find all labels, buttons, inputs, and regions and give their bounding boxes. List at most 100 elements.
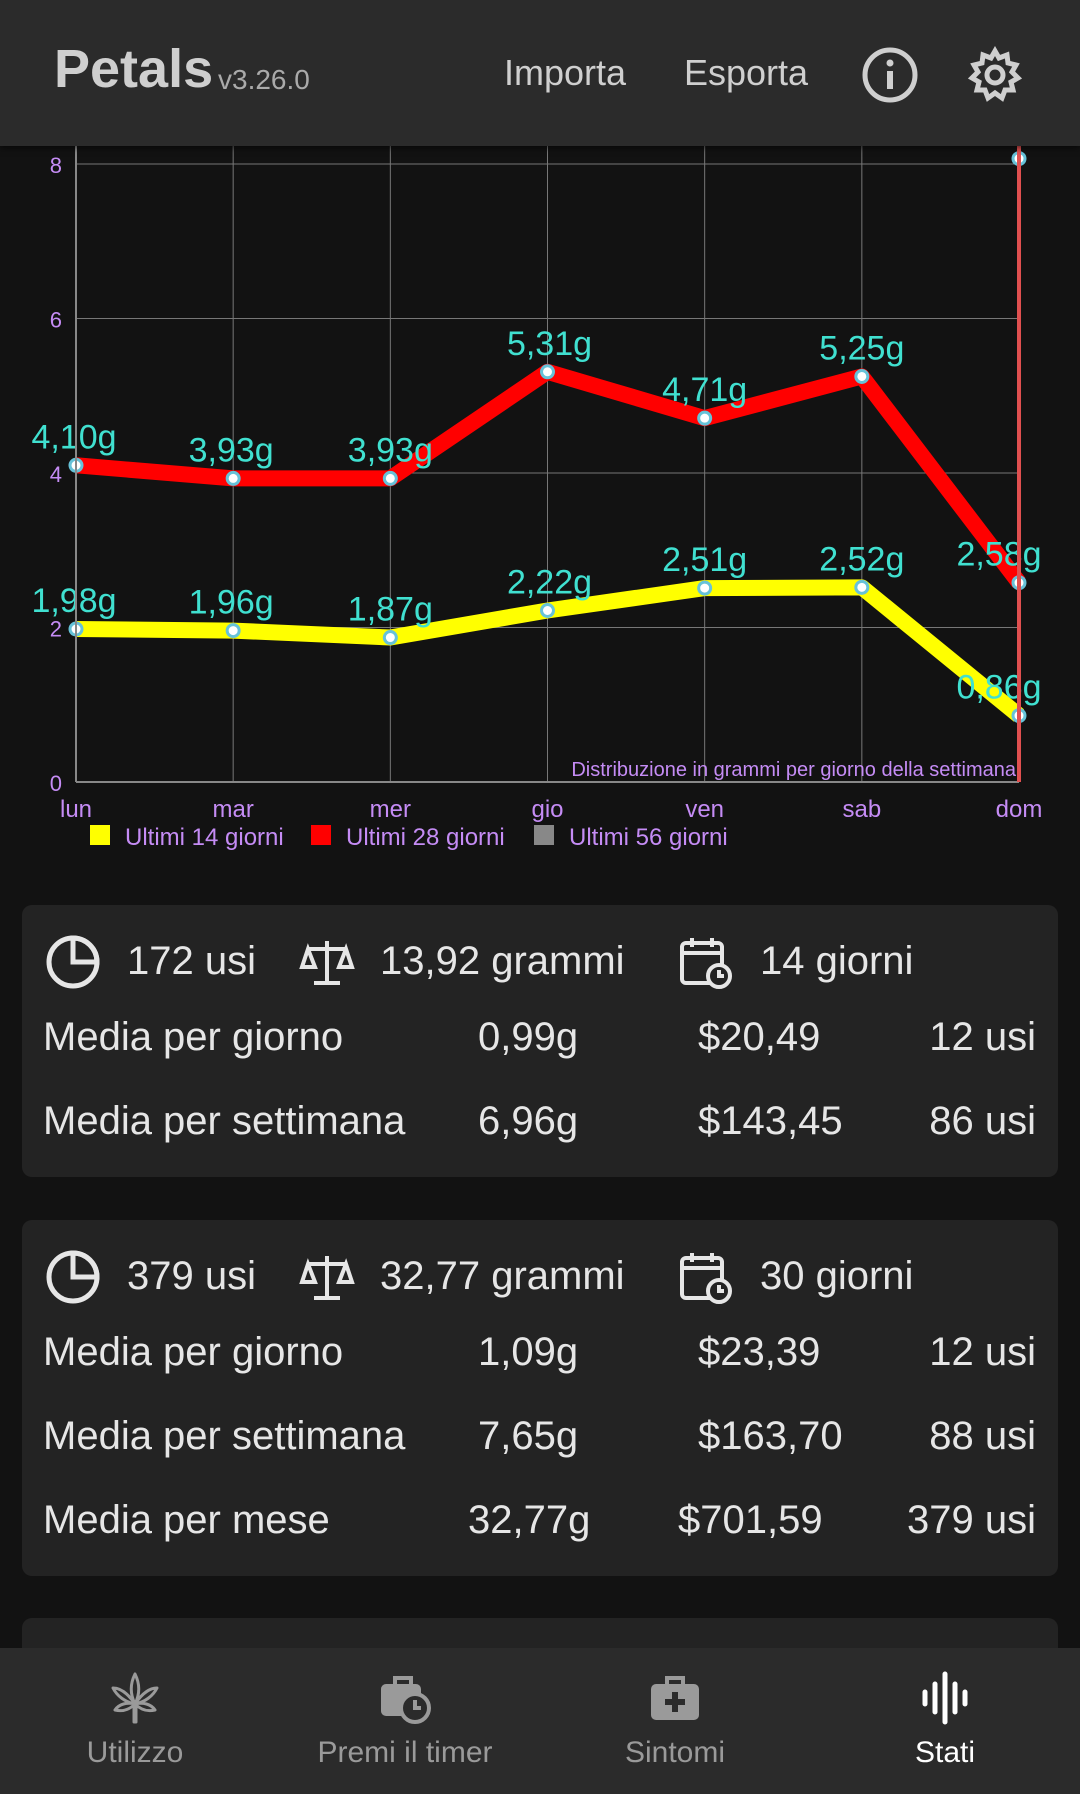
y-tick-label: 8 — [50, 153, 62, 178]
row-grams: 1,09g — [478, 1330, 579, 1374]
data-label: 2,51g — [662, 541, 747, 579]
y-tick-label: 6 — [50, 308, 62, 333]
x-tick-label: dom — [996, 796, 1043, 823]
scale-icon — [299, 1256, 355, 1300]
nav-item-premi-il-timer[interactable]: Premi il timer — [270, 1648, 540, 1794]
chart-annotation: Distribuzione in grammi per giorno della… — [571, 759, 1017, 781]
legend-label: Ultimi 14 giorni — [125, 824, 284, 851]
row-label: Media per giorno — [43, 1330, 344, 1374]
medkit-icon — [651, 1676, 699, 1720]
legend-swatch — [90, 825, 110, 845]
y-tick-label: 0 — [50, 771, 62, 796]
x-tick-label: mer — [370, 796, 411, 823]
nav-item-sintomi[interactable]: Sintomi — [540, 1648, 810, 1794]
data-label: 2,58g — [956, 536, 1041, 574]
stats-row: Media per settimana 6,96g $143,45 86 usi — [22, 1093, 1058, 1153]
app-header: Petals v3.26.0 Importa Esporta — [0, 0, 1080, 146]
bottom-navigation: Utilizzo Premi il timer Sintomi Stati — [0, 1648, 1080, 1794]
calendar-clock-icon — [680, 1253, 732, 1304]
uses-count: 379 usi — [127, 1254, 256, 1298]
nav-item-stati[interactable]: Stati — [810, 1648, 1080, 1794]
row-label: Media per giorno — [43, 1015, 344, 1059]
info-icon[interactable] — [861, 46, 919, 104]
row-grams: 32,77g — [468, 1498, 591, 1542]
data-point — [225, 470, 241, 486]
data-label: 0,86g — [956, 669, 1041, 707]
nav-item-utilizzo[interactable]: Utilizzo — [0, 1648, 270, 1794]
days-count: 14 giorni — [760, 939, 914, 983]
data-point — [697, 410, 713, 426]
pie-chart-icon — [46, 935, 100, 989]
row-cost: $143,45 — [698, 1099, 843, 1143]
row-grams: 6,96g — [478, 1099, 579, 1143]
data-label: 1,96g — [189, 584, 274, 622]
data-label: 1,98g — [31, 582, 116, 620]
nav-label: Stati — [914, 1736, 976, 1769]
export-button[interactable]: Esporta — [684, 52, 809, 93]
days-count: 30 giorni — [760, 1254, 914, 1298]
app-version: v3.26.0 — [218, 64, 310, 95]
x-tick-label: lun — [60, 796, 92, 823]
x-tick-label: gio — [531, 796, 563, 823]
stats-row: Media per mese 32,77g $701,59 379 usi — [22, 1492, 1058, 1552]
uses-count: 172 usi — [127, 939, 256, 983]
data-label: 2,22g — [507, 564, 592, 602]
timer-bag-icon — [381, 1676, 431, 1724]
data-point — [225, 623, 241, 639]
row-cost: $701,59 — [678, 1498, 823, 1542]
soundwave-icon — [922, 1671, 968, 1725]
stats-card-14-days: 172 usi 13,92 grammi 14 giorni Media per… — [22, 905, 1058, 1177]
data-point — [854, 368, 870, 384]
cannabis-leaf-icon — [111, 1672, 159, 1724]
pie-chart-icon — [46, 1250, 100, 1304]
stats-row: Media per settimana 7,65g $163,70 88 usi — [22, 1408, 1058, 1468]
stats-row: Media per giorno 0,99g $20,49 12 usi — [22, 1009, 1058, 1069]
stats-row: Media per giorno 1,09g $23,39 12 usi — [22, 1324, 1058, 1384]
data-label: 5,25g — [819, 329, 904, 367]
row-cost: $23,39 — [698, 1330, 821, 1374]
row-uses: 12 usi — [929, 1330, 1036, 1374]
data-point — [382, 470, 398, 486]
data-label: 1,87g — [348, 591, 433, 629]
calendar-clock-icon — [680, 938, 732, 989]
y-tick-label: 4 — [50, 462, 62, 487]
row-grams: 7,65g — [478, 1414, 579, 1458]
row-uses: 379 usi — [907, 1498, 1036, 1542]
stats-card-30-days: 379 usi 32,77 grammi 30 giorni Media per… — [22, 1220, 1058, 1576]
x-tick-label: ven — [685, 796, 724, 823]
row-uses: 88 usi — [929, 1414, 1036, 1458]
legend-label: Ultimi 56 giorni — [569, 824, 728, 851]
row-uses: 86 usi — [929, 1099, 1036, 1143]
y-tick-label: 2 — [50, 617, 62, 642]
data-point — [382, 630, 398, 646]
x-tick-label: mar — [212, 796, 253, 823]
data-label: 3,93g — [189, 431, 274, 469]
row-cost: $20,49 — [698, 1015, 821, 1059]
data-point — [540, 603, 555, 619]
weekday-line-chart: 1,98g 1,96g 1,87g 2,22g 2,51g 2,52g 0,86g 4,10g… — [31, 146, 1043, 851]
x-tick-label: sab — [842, 796, 881, 823]
row-cost: $163,70 — [698, 1414, 843, 1458]
row-label: Media per settimana — [43, 1099, 406, 1143]
scale-icon — [299, 941, 355, 985]
nav-label: Sintomi — [624, 1736, 726, 1769]
row-label: Media per mese — [43, 1498, 330, 1542]
legend-label: Ultimi 28 giorni — [346, 824, 505, 851]
data-point — [697, 580, 713, 596]
row-label: Media per settimana — [43, 1414, 406, 1458]
app-title: Petals — [54, 39, 214, 99]
data-label: 4,10g — [31, 418, 116, 456]
grams-total: 32,77 grammi — [380, 1254, 625, 1298]
row-uses: 12 usi — [929, 1015, 1036, 1059]
data-label: 4,71g — [662, 371, 747, 409]
data-label: 3,93g — [348, 431, 433, 469]
legend-swatch — [311, 825, 331, 845]
data-label: 2,52g — [819, 540, 904, 578]
data-point — [854, 579, 870, 595]
nav-label: Premi il timer — [317, 1736, 493, 1769]
nav-label: Utilizzo — [86, 1736, 184, 1769]
legend-swatch — [534, 825, 554, 845]
import-button[interactable]: Importa — [504, 52, 627, 93]
grams-total: 13,92 grammi — [380, 939, 625, 983]
gear-icon[interactable] — [966, 46, 1024, 104]
